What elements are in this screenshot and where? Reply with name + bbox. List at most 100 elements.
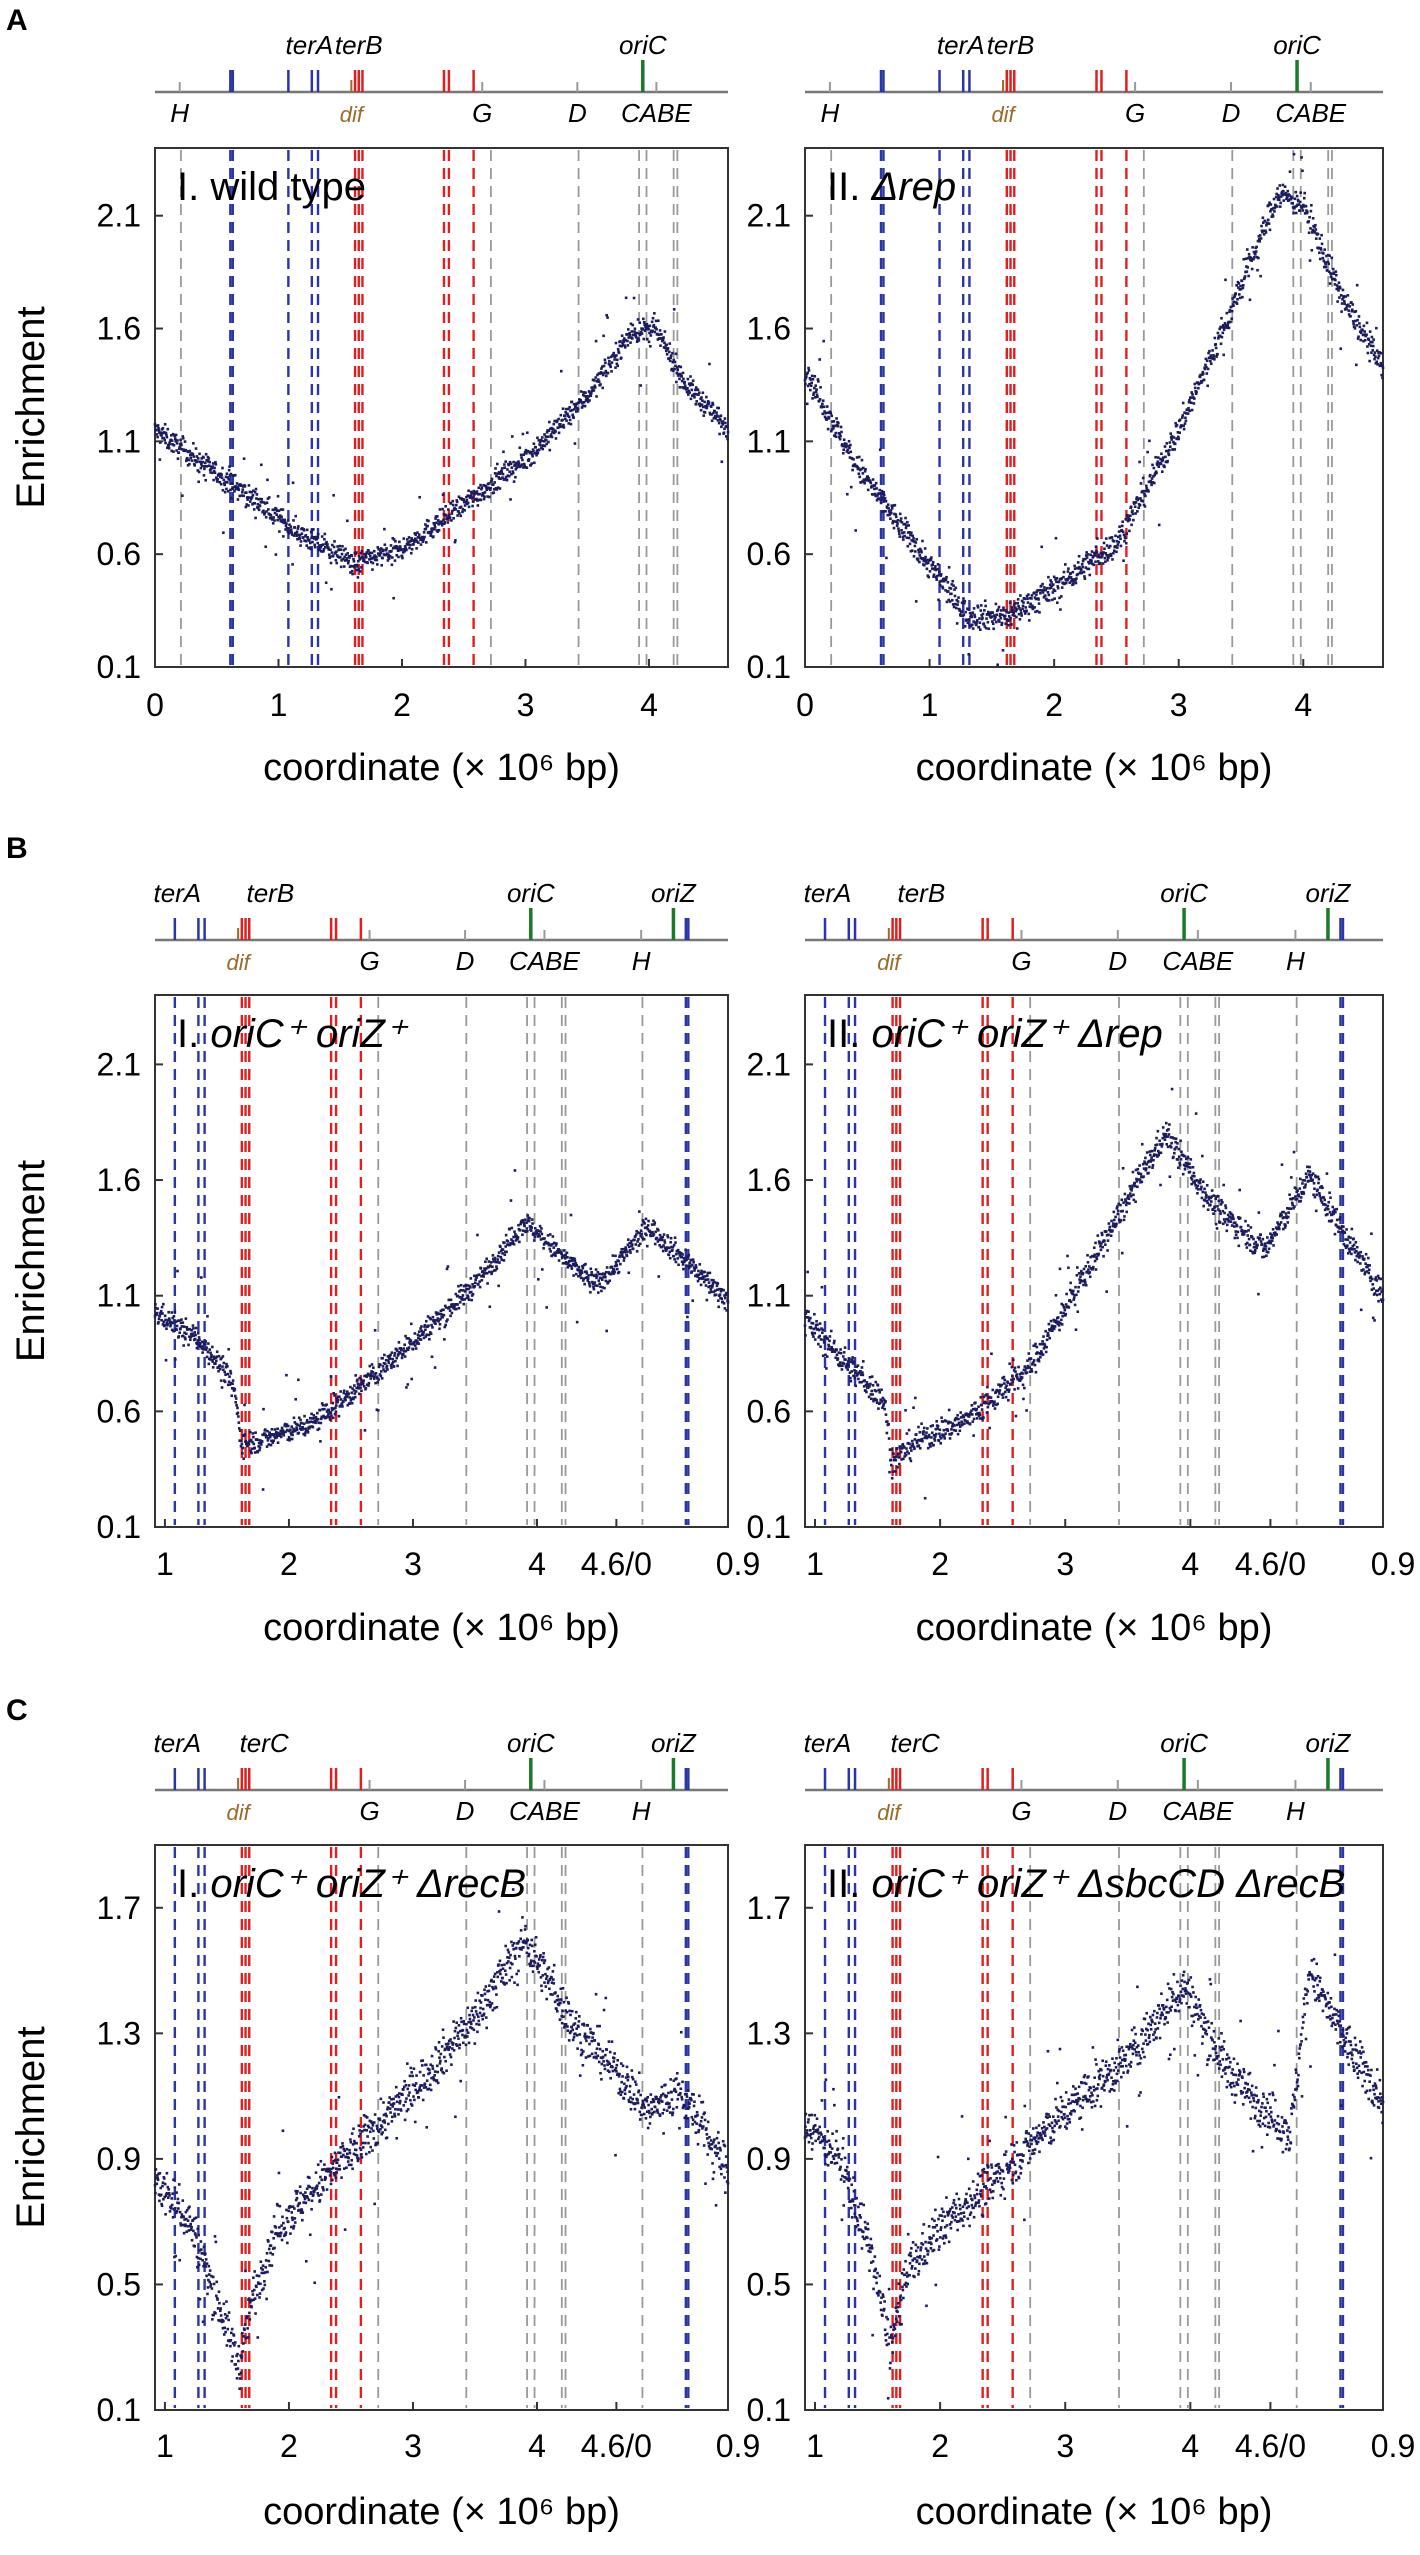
data-point: [1138, 1164, 1141, 1167]
data-point: [961, 601, 964, 604]
data-point: [1083, 1268, 1086, 1271]
data-point: [562, 407, 565, 410]
data-point: [1038, 611, 1041, 614]
data-point: [588, 399, 591, 402]
data-point: [1003, 1376, 1006, 1379]
data-point: [1296, 195, 1299, 198]
data-point: [1161, 1143, 1164, 1146]
data-point: [626, 1251, 629, 1254]
data-point: [892, 520, 895, 523]
data-point: [393, 1365, 396, 1368]
data-point: [653, 331, 656, 334]
data-point: [923, 564, 926, 567]
data-point: [1329, 282, 1332, 285]
data-point: [833, 1340, 836, 1343]
data-point: [1185, 420, 1188, 423]
data-point: [976, 619, 979, 622]
data-point: [809, 378, 812, 381]
data-point: [995, 621, 998, 624]
data-point: [1142, 1175, 1145, 1178]
data-point: [657, 1229, 660, 1232]
data-point: [1169, 441, 1172, 444]
data-point: [157, 1321, 160, 1324]
data-point: [1378, 355, 1381, 358]
data-point: [331, 1402, 334, 1405]
data-point: [308, 539, 311, 542]
data-point: [1264, 220, 1267, 223]
data-point: [914, 1397, 917, 1400]
data-point: [1273, 198, 1276, 201]
data-point: [821, 1329, 824, 1332]
data-point: [917, 1426, 920, 1429]
data-point: [1147, 490, 1150, 493]
data-point: [1168, 454, 1171, 457]
data-point: [506, 468, 509, 471]
data-point: [377, 1378, 380, 1381]
data-point: [633, 1238, 636, 1241]
data-point: [449, 1309, 452, 1312]
data-point: [557, 418, 560, 421]
data-point: [366, 562, 369, 565]
data-point: [1105, 1230, 1108, 1233]
data-point: [921, 540, 924, 543]
data-point: [1167, 1146, 1170, 1149]
data-point: [1121, 1252, 1124, 1255]
data-point: [353, 560, 356, 563]
data-point: [285, 1374, 288, 1377]
data-point: [902, 538, 905, 541]
data-point: [425, 541, 428, 544]
data-point: [511, 466, 514, 469]
data-point: [230, 497, 233, 500]
data-point: [234, 1401, 237, 1404]
data-point: [1096, 1258, 1099, 1261]
data-point: [847, 451, 850, 454]
data-point: [835, 417, 838, 420]
data-point: [868, 1396, 871, 1399]
data-point: [839, 1361, 842, 1364]
data-point: [1174, 443, 1177, 446]
data-point: [718, 433, 721, 436]
x-tick-label: 3: [517, 687, 535, 723]
data-point: [410, 552, 413, 555]
data-point: [335, 562, 338, 565]
data-point: [541, 436, 544, 439]
data-point: [1093, 1246, 1096, 1249]
data-point: [1080, 572, 1083, 575]
data-point: [838, 1351, 841, 1354]
data-point: [894, 1459, 897, 1462]
data-point: [828, 1340, 831, 1343]
data-point: [830, 412, 833, 415]
data-point: [1150, 1159, 1153, 1162]
x-tick-label: 1: [270, 687, 288, 723]
data-point: [1286, 196, 1289, 199]
data-point: [176, 1270, 179, 1273]
data-point: [1134, 1200, 1137, 1203]
data-point: [939, 1428, 942, 1431]
data-point: [364, 1429, 367, 1432]
data-point: [903, 1445, 906, 1448]
data-point: [1368, 360, 1371, 363]
data-point: [1299, 191, 1302, 194]
data-point: [478, 493, 481, 496]
data-point: [177, 457, 180, 460]
data-point: [1226, 312, 1229, 315]
data-point: [961, 611, 964, 614]
data-point: [531, 1218, 534, 1221]
data-point: [818, 358, 821, 361]
data-point: [1002, 606, 1005, 609]
data-point: [1284, 185, 1287, 188]
map-label-g: G: [1011, 946, 1031, 976]
data-point: [220, 483, 223, 486]
data-point: [1173, 448, 1176, 451]
data-point: [566, 1256, 569, 1259]
data-point: [484, 1260, 487, 1263]
data-point: [951, 599, 954, 602]
data-point: [947, 590, 950, 593]
data-point: [1021, 607, 1024, 610]
data-point: [1214, 343, 1217, 346]
data-point: [1357, 335, 1360, 338]
data-point: [693, 396, 696, 399]
data-point: [436, 1317, 439, 1320]
data-point: [271, 1428, 274, 1431]
data-point: [1026, 598, 1029, 601]
